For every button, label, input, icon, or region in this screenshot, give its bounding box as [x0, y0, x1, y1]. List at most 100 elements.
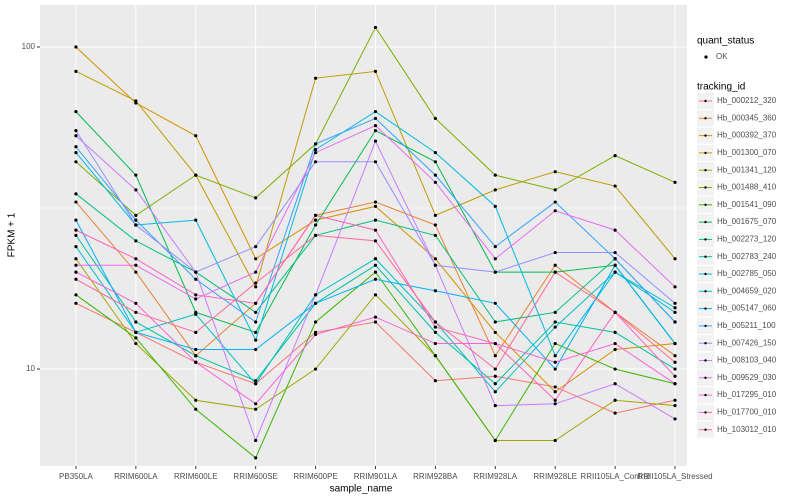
- data-point: [673, 285, 677, 289]
- data-point: [373, 128, 378, 133]
- data-point: [194, 277, 198, 281]
- data-point: [673, 404, 677, 408]
- data-point: [134, 99, 138, 103]
- x-tick-label: RRIM600LA: [114, 472, 158, 481]
- data-point: [194, 330, 198, 334]
- data-point: [254, 257, 258, 261]
- legend-label: Hb_017700_010: [717, 408, 777, 417]
- data-point: [553, 250, 557, 255]
- data-point: [553, 367, 557, 371]
- data-point: [373, 139, 378, 143]
- data-point: [74, 110, 78, 114]
- data-point: [74, 128, 78, 133]
- data-point: [493, 173, 497, 177]
- data-point: [254, 310, 258, 314]
- legend-key-point: [704, 220, 707, 224]
- data-point: [194, 347, 198, 352]
- data-point: [74, 69, 78, 73]
- data-point: [373, 257, 378, 261]
- legend-key-point: [704, 117, 707, 120]
- legend-label: Hb_005147_060: [717, 304, 777, 313]
- data-point: [254, 244, 258, 249]
- y-tick-label: 100: [22, 42, 36, 51]
- data-point: [134, 257, 138, 261]
- legend-key-point: [704, 411, 707, 414]
- data-point: [254, 338, 258, 342]
- y-axis-title: FPKM + 1: [7, 212, 18, 257]
- data-point: [673, 374, 677, 378]
- data-point: [134, 213, 138, 217]
- data-point: [134, 188, 138, 192]
- data-point: [613, 398, 617, 402]
- data-point: [134, 336, 138, 340]
- data-point: [493, 438, 497, 443]
- x-tick-label: RRIM600PE: [293, 472, 337, 481]
- data-point: [433, 150, 437, 155]
- data-point: [74, 270, 78, 274]
- data-point: [134, 301, 138, 305]
- legend-key-point: [704, 307, 707, 310]
- data-point: [673, 417, 677, 421]
- data-point: [254, 330, 258, 334]
- data-point: [194, 293, 198, 297]
- legend-label: Hb_000345_360: [717, 113, 777, 122]
- data-point: [493, 330, 497, 334]
- data-point: [134, 239, 138, 243]
- x-tick-label: RRIM928LE: [533, 472, 577, 481]
- data-point: [613, 341, 617, 346]
- data-point: [553, 325, 557, 329]
- data-point: [673, 367, 677, 371]
- data-point: [493, 320, 497, 324]
- legend-key-point: [704, 376, 707, 379]
- data-point: [74, 277, 78, 281]
- legend-key-point: [704, 134, 707, 137]
- data-point: [433, 233, 437, 237]
- data-point: [134, 330, 138, 334]
- x-tick-label: RRIM928BA: [413, 472, 458, 481]
- data-point: [553, 390, 557, 394]
- data-point: [613, 330, 617, 334]
- data-point: [313, 223, 318, 227]
- data-point: [613, 411, 617, 415]
- x-tick-label: RRIM901LA: [354, 472, 398, 481]
- data-point: [134, 310, 138, 314]
- data-point: [493, 257, 497, 261]
- data-point: [433, 223, 437, 227]
- legend-key-point: [704, 359, 707, 362]
- data-point: [493, 354, 497, 358]
- data-point: [433, 354, 437, 358]
- data-point: [373, 110, 378, 114]
- data-point: [493, 404, 497, 408]
- data-point: [613, 270, 617, 274]
- data-point: [553, 270, 557, 274]
- legend-label: Hb_000392_370: [717, 131, 777, 140]
- legend-label: Hb_017295_010: [717, 390, 777, 399]
- legend-label: Hb_001541_090: [717, 200, 777, 209]
- data-point: [74, 244, 78, 249]
- data-point: [254, 196, 258, 200]
- data-point: [433, 289, 437, 293]
- data-point: [254, 281, 258, 285]
- data-point: [373, 204, 378, 208]
- legend-label: Hb_001675_070: [717, 217, 777, 226]
- data-point: [134, 218, 138, 222]
- data-point: [493, 382, 497, 386]
- data-point: [373, 69, 378, 73]
- data-point: [493, 270, 497, 274]
- data-point: [74, 45, 78, 49]
- legend-key-point: [704, 428, 707, 431]
- data-point: [194, 218, 198, 222]
- data-point: [613, 184, 617, 188]
- legend-label: Hb_001300_070: [717, 148, 777, 157]
- data-point: [553, 263, 557, 267]
- legend-label: Hb_009529_030: [717, 373, 777, 382]
- data-point: [553, 385, 557, 389]
- data-point: [74, 257, 78, 261]
- data-point: [553, 354, 557, 358]
- data-point: [134, 341, 138, 346]
- panel: [40, 5, 687, 466]
- data-point: [313, 160, 318, 164]
- data-point: [433, 173, 437, 177]
- data-point: [553, 188, 557, 192]
- data-point: [493, 301, 497, 305]
